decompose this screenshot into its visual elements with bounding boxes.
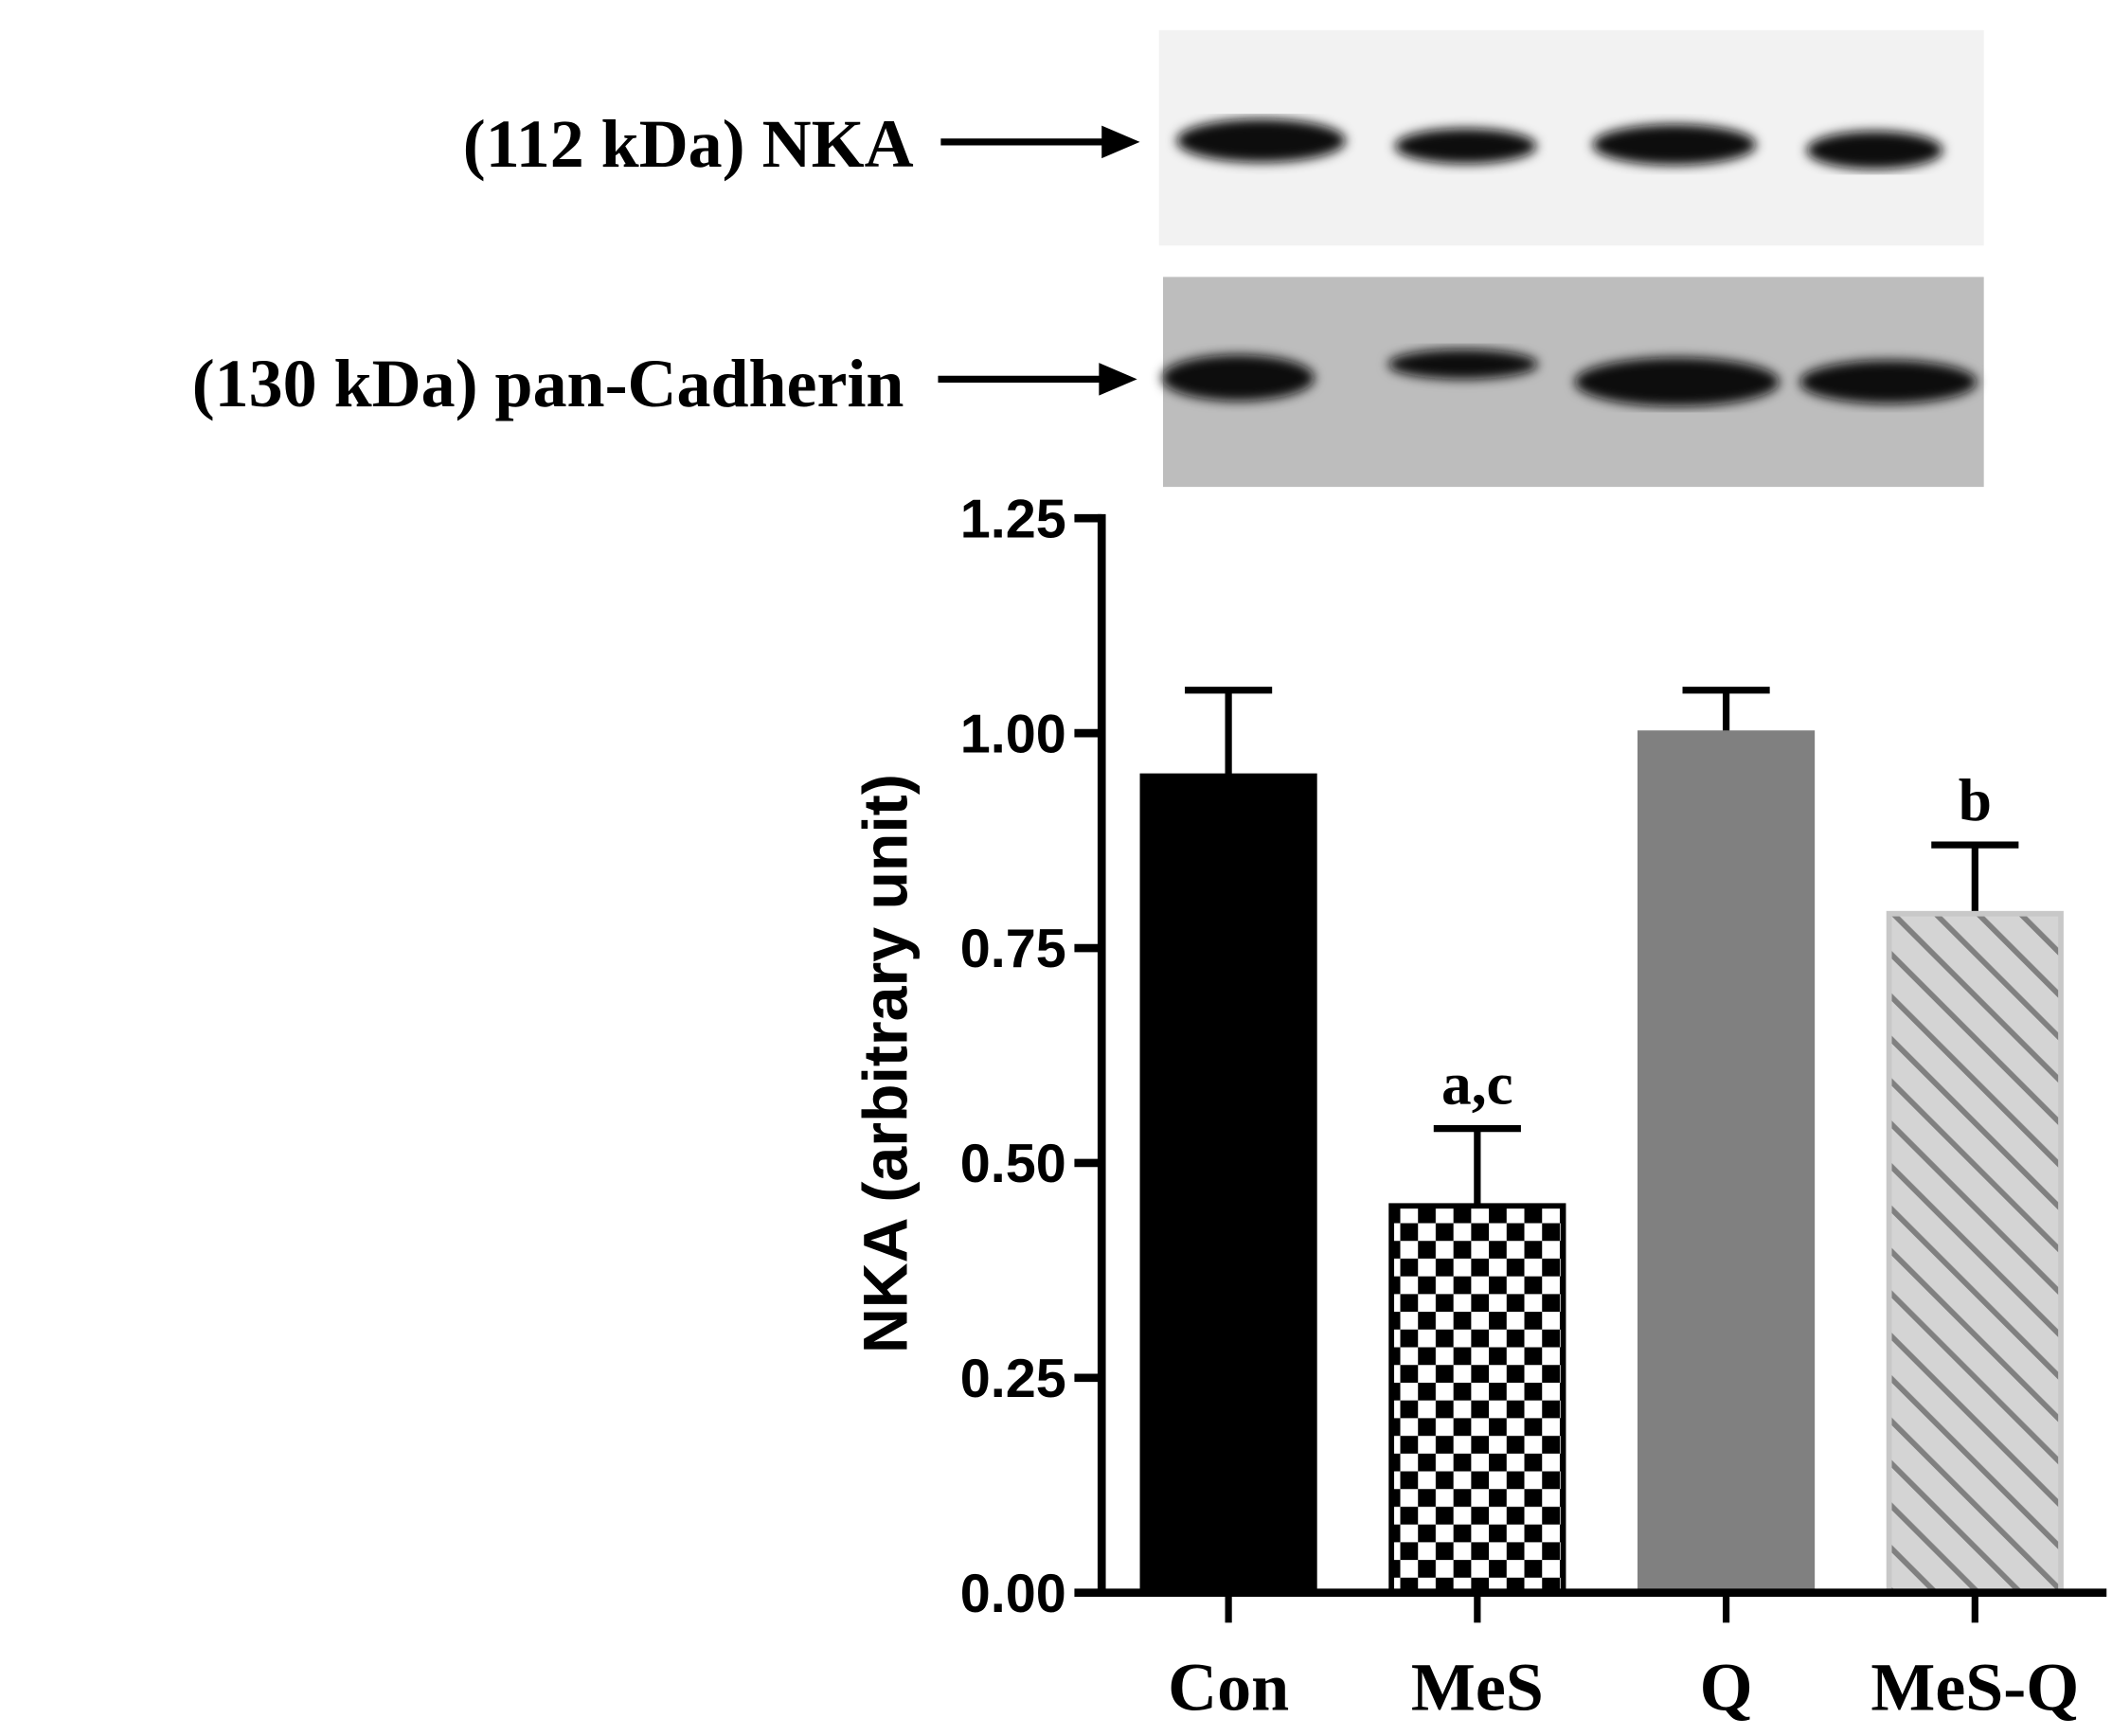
y-tick-label: 0.50 xyxy=(960,1134,1066,1194)
y-tick-label: 0.00 xyxy=(960,1564,1066,1624)
y-tick-label: 1.00 xyxy=(960,704,1066,764)
bar xyxy=(1638,730,1816,1596)
y-tick-label: 0.25 xyxy=(960,1349,1066,1409)
x-tick-label: Con xyxy=(1168,1649,1289,1725)
y-tick-label: 1.25 xyxy=(960,489,1066,549)
y-axis-label: NKA (arbitrary unit) xyxy=(850,774,921,1353)
x-tick-label: Q xyxy=(1700,1649,1753,1725)
bar xyxy=(1139,773,1317,1596)
blot-label: (112 kDa) NKA xyxy=(463,106,914,182)
y-tick-label: 0.75 xyxy=(960,919,1066,979)
bar xyxy=(1388,1203,1566,1596)
blot: (112 kDa) NKA (130 kDa) pan-Cadherin xyxy=(192,29,1984,488)
bar xyxy=(1886,910,2064,1596)
annotation: a,c xyxy=(1441,1051,1513,1118)
blot-label: (130 kDa) pan-Cadherin xyxy=(192,346,904,421)
annotation: b xyxy=(1959,767,1992,833)
x-tick-label: MeS-Q xyxy=(1870,1649,2079,1725)
x-tick-label: MeS xyxy=(1411,1649,1544,1725)
